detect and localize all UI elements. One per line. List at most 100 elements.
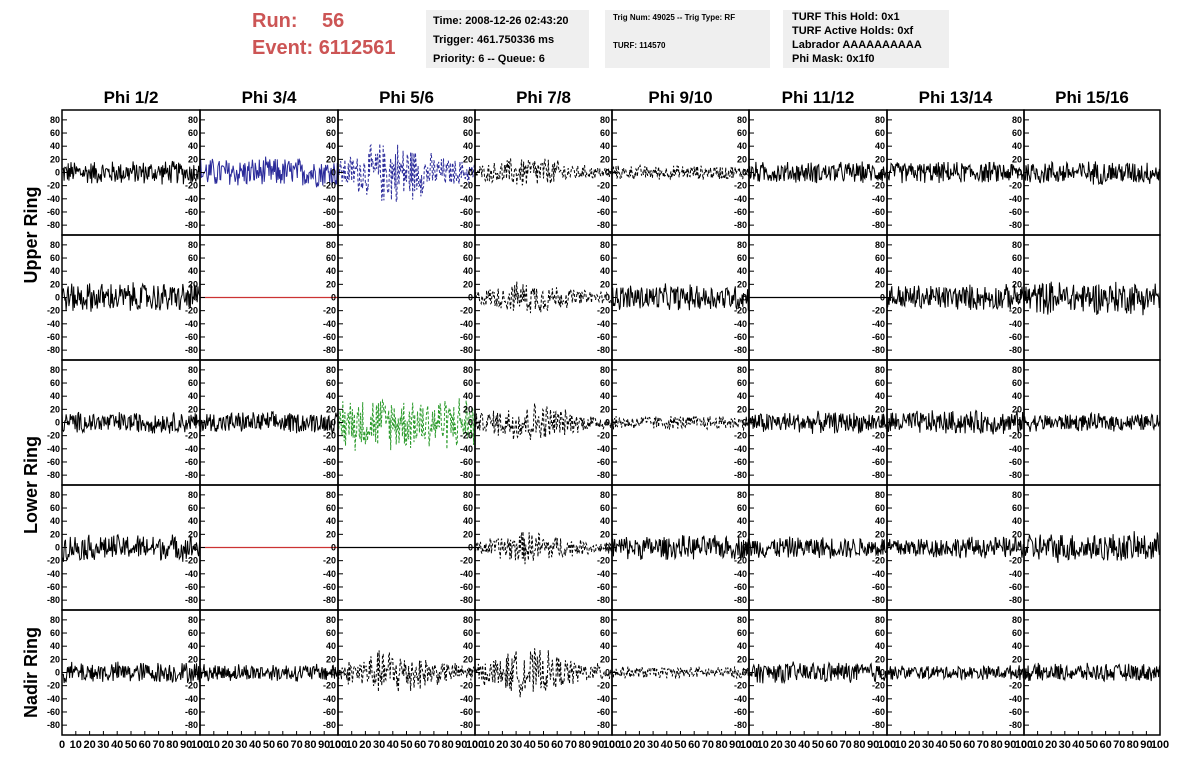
y-tick-label: -60: [872, 332, 885, 342]
x-tick-label: 100: [1015, 739, 1033, 751]
y-tick-label: 60: [737, 253, 747, 263]
y-tick-label: 40: [463, 141, 473, 151]
x-tick-label: 20: [908, 739, 920, 751]
x-tick-label: 80: [166, 739, 178, 751]
y-tick-label: 40: [737, 516, 747, 526]
y-tick-label: -20: [872, 306, 885, 316]
y-tick-label: 40: [188, 141, 198, 151]
y-tick-label: 60: [50, 128, 60, 138]
y-tick-label: -80: [185, 345, 198, 355]
x-tick-label: 40: [524, 739, 536, 751]
y-tick-label: 40: [600, 141, 610, 151]
y-tick-label: -80: [323, 720, 336, 730]
y-tick-label: -20: [734, 681, 747, 691]
y-tick-label: 40: [50, 141, 60, 151]
y-tick-label: 0: [605, 293, 610, 303]
y-tick-label: 40: [1012, 516, 1022, 526]
x-tick-label: 20: [633, 739, 645, 751]
y-tick-label: 0: [880, 418, 885, 428]
x-tick-label: 30: [97, 739, 109, 751]
y-tick-label: 0: [1017, 418, 1022, 428]
y-tick-label: 20: [1012, 654, 1022, 664]
y-tick-label: -40: [872, 194, 885, 204]
y-tick-label: 20: [50, 529, 60, 539]
x-tick-label: 80: [304, 739, 316, 751]
trigger-text: Trigger: 461.750336 ms: [433, 34, 555, 46]
y-tick-label: -60: [323, 457, 336, 467]
y-tick-label: -60: [734, 582, 747, 592]
y-tick-label: 20: [50, 654, 60, 664]
x-tick-label: 10: [346, 739, 358, 751]
row-group-header: Lower Ring: [21, 436, 41, 534]
x-tick-label: 70: [152, 739, 164, 751]
y-tick-label: 80: [875, 490, 885, 500]
x-tick-label: 0: [746, 739, 752, 751]
row-group-header: Upper Ring: [21, 187, 41, 284]
y-tick-label: -60: [185, 707, 198, 717]
y-tick-label: 80: [875, 615, 885, 625]
y-tick-label: 60: [188, 378, 198, 388]
column-header: Phi 3/4: [242, 88, 297, 107]
x-tick-label: 70: [428, 739, 440, 751]
run-row: Run: 56: [252, 8, 395, 35]
y-tick-label: -40: [734, 319, 747, 329]
y-tick-label: -60: [597, 582, 610, 592]
y-tick-label: -80: [185, 595, 198, 605]
y-tick-label: 40: [737, 266, 747, 276]
y-tick-label: 60: [188, 253, 198, 263]
x-tick-label: 70: [290, 739, 302, 751]
y-tick-label: 80: [600, 115, 610, 125]
y-tick-label: 20: [188, 154, 198, 164]
x-tick-label: 80: [441, 739, 453, 751]
run-label: Run:: [252, 10, 298, 32]
y-tick-label: -60: [47, 582, 60, 592]
trig-num-text: Trig Num: 49025 -- Trig Type: RF: [613, 13, 736, 22]
y-tick-label: -40: [597, 569, 610, 579]
y-tick-label: -60: [734, 707, 747, 717]
y-tick-label: 20: [188, 279, 198, 289]
y-tick-label: -60: [185, 457, 198, 467]
y-tick-label: 40: [1012, 391, 1022, 401]
y-tick-label: -80: [872, 470, 885, 480]
waveform-trace: [611, 535, 750, 561]
waveform-trace: [611, 164, 750, 181]
x-tick-label: 50: [1086, 739, 1098, 751]
y-tick-label: 20: [875, 404, 885, 414]
y-tick-label: 0: [742, 293, 747, 303]
y-tick-label: 40: [737, 641, 747, 651]
y-tick-label: 60: [463, 628, 473, 638]
waveform-trace: [474, 281, 613, 314]
y-tick-label: 40: [463, 391, 473, 401]
y-tick-label: -60: [1009, 707, 1022, 717]
y-tick-label: 0: [55, 418, 60, 428]
x-tick-label: 100: [466, 739, 484, 751]
x-tick-label: 100: [603, 739, 621, 751]
y-tick-label: 0: [468, 168, 473, 178]
y-tick-label: 0: [880, 668, 885, 678]
waveform-trace: [611, 283, 750, 311]
y-tick-label: 0: [331, 168, 336, 178]
y-tick-label: -20: [1009, 306, 1022, 316]
y-tick-label: 20: [326, 279, 336, 289]
y-tick-label: -20: [47, 556, 60, 566]
x-tick-label: 30: [922, 739, 934, 751]
y-tick-label: -60: [323, 207, 336, 217]
x-tick-label: 40: [387, 739, 399, 751]
y-tick-label: 60: [50, 503, 60, 513]
x-tick-label: 0: [472, 739, 478, 751]
y-tick-label: -20: [1009, 181, 1022, 191]
y-tick-label: -40: [460, 194, 473, 204]
x-tick-label: 90: [867, 739, 879, 751]
y-tick-label: 40: [875, 266, 885, 276]
y-tick-label: -80: [597, 345, 610, 355]
y-tick-label: -80: [323, 595, 336, 605]
y-tick-label: 20: [600, 529, 610, 539]
y-tick-label: 40: [1012, 266, 1022, 276]
y-tick-label: 60: [737, 503, 747, 513]
y-tick-label: -80: [185, 220, 198, 230]
y-tick-label: 40: [600, 266, 610, 276]
column-header: Phi 1/2: [104, 88, 159, 107]
phi-mask-text: Phi Mask: 0x1f0: [792, 53, 875, 65]
row-group-header: Nadir Ring: [21, 627, 41, 718]
